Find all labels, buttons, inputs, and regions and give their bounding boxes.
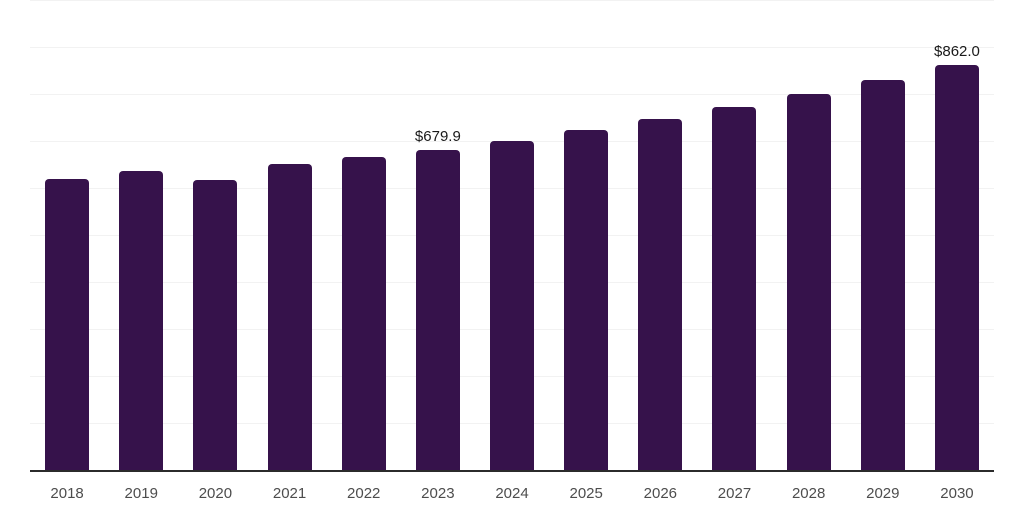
x-tick-2029: 2029 bbox=[866, 485, 900, 502]
bar-2023 bbox=[415, 150, 460, 470]
gridline-1000 bbox=[30, 0, 994, 1]
x-tick-2023: 2023 bbox=[421, 485, 455, 502]
bar-2029 bbox=[860, 79, 905, 470]
bar-2027 bbox=[712, 107, 757, 470]
bar-slot-2026 bbox=[623, 0, 697, 470]
x-tick-2018: 2018 bbox=[50, 485, 84, 502]
bar-slot-2023: $679.9 bbox=[401, 0, 475, 470]
bar-slot-2027 bbox=[697, 0, 771, 470]
bar-2026 bbox=[638, 118, 683, 470]
x-tick-2019: 2019 bbox=[124, 485, 158, 502]
gridline-900 bbox=[30, 47, 994, 48]
plot-area: $679.9 $862.0 bbox=[30, 0, 994, 470]
bars: $679.9 $862.0 bbox=[30, 0, 994, 470]
bar-2028 bbox=[786, 94, 831, 470]
x-tick-2020: 2020 bbox=[198, 485, 233, 502]
x-tick-2028: 2028 bbox=[791, 485, 826, 502]
bar-2024 bbox=[490, 141, 535, 470]
bar-slot-2028 bbox=[772, 0, 846, 470]
x-tick-2027: 2027 bbox=[717, 485, 752, 502]
data-label-2030: $862.0 bbox=[934, 42, 980, 60]
bar-slot-2021 bbox=[252, 0, 326, 470]
bar-2025 bbox=[564, 130, 609, 470]
bar-2020 bbox=[193, 180, 238, 470]
x-tick-2026: 2026 bbox=[643, 485, 678, 502]
x-tick-2022: 2022 bbox=[347, 485, 381, 502]
data-label-2023: $679.9 bbox=[414, 128, 461, 146]
x-tick-2024: 2024 bbox=[495, 485, 529, 502]
x-tick-2030: 2030 bbox=[940, 485, 974, 502]
bar-slot-2025 bbox=[549, 0, 623, 470]
gridline-800 bbox=[30, 94, 994, 95]
bar-slot-2022 bbox=[327, 0, 401, 470]
bar-2022 bbox=[341, 157, 386, 470]
bar-slot-2030: $862.0 bbox=[920, 0, 994, 470]
bar-slot-2029 bbox=[846, 0, 920, 470]
bar-slot-2019 bbox=[104, 0, 178, 470]
bar-slot-2020 bbox=[178, 0, 252, 470]
x-tick-2021: 2021 bbox=[272, 485, 307, 502]
x-tick-2025: 2025 bbox=[569, 485, 603, 502]
bar-2021 bbox=[267, 164, 312, 470]
bar-2018 bbox=[45, 178, 90, 470]
bar-2019 bbox=[119, 171, 164, 470]
bar-2030 bbox=[934, 64, 979, 470]
x-axis-line bbox=[30, 470, 994, 472]
x-axis-labels: 2018 2019 2020 2021 2022 2023 2024 2025 2026 2027… bbox=[30, 472, 994, 512]
bar-slot-2024 bbox=[475, 0, 549, 470]
bar-slot-2018 bbox=[30, 0, 104, 470]
